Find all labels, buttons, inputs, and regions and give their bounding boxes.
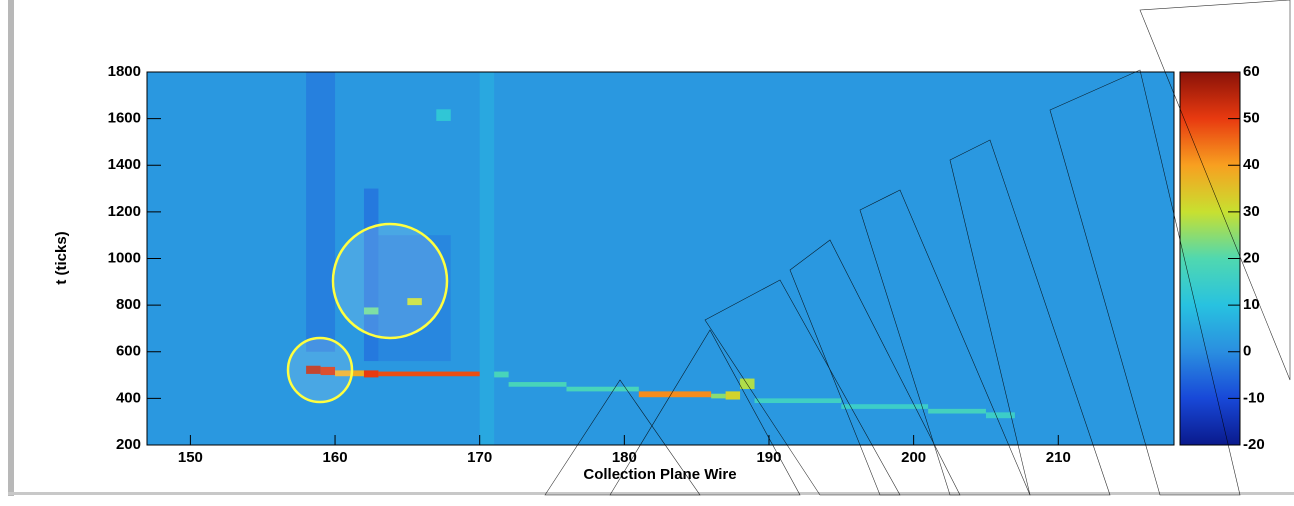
z-tick-label: 20 (1243, 249, 1260, 266)
highlight-circle (286, 336, 354, 404)
y-tick-label: 1200 (108, 203, 141, 220)
highlight-circle (331, 222, 449, 340)
cell (363, 188, 379, 362)
overlay-lines (544, 0, 1291, 496)
y-tick-label: 1000 (108, 249, 141, 266)
y-tick-label: 1600 (108, 110, 141, 127)
cell (725, 391, 741, 400)
y-tick-label: 600 (116, 343, 141, 360)
cell (320, 366, 336, 376)
cell (928, 408, 986, 414)
y-tick-label: 1400 (108, 156, 141, 173)
cell (363, 307, 379, 315)
cells (147, 72, 1174, 445)
z-tick-label: 50 (1243, 110, 1260, 127)
z-tick-label: 60 (1243, 63, 1260, 80)
cell (754, 398, 842, 404)
window-edge (8, 0, 14, 496)
cell (363, 370, 379, 378)
cell (407, 298, 422, 306)
cell (436, 109, 451, 121)
y-tick-label: 1800 (108, 63, 141, 80)
cell (638, 391, 712, 398)
x-axis-label: Collection Plane Wire (583, 466, 736, 483)
z-tick-label: -20 (1243, 436, 1265, 453)
y-tick-label: 800 (116, 296, 141, 313)
cell (306, 365, 321, 374)
cell (740, 378, 755, 390)
x-tick-label: 180 (612, 449, 637, 466)
cell (711, 393, 726, 399)
x-tick-label: 150 (178, 449, 203, 466)
x-tick-label: 160 (323, 449, 348, 466)
window-edge (8, 492, 1294, 495)
cell (841, 404, 929, 409)
y-tick-label: 400 (116, 389, 141, 406)
x-tick-label: 170 (467, 449, 492, 466)
y-tick-label: 200 (116, 436, 141, 453)
cell (566, 386, 639, 392)
cell (306, 72, 336, 352)
z-tick-label: 10 (1243, 296, 1260, 313)
y-axis-label: t (ticks) (53, 231, 70, 284)
cell (508, 382, 567, 387)
cell (335, 370, 364, 377)
z-tick-label: 30 (1243, 203, 1260, 220)
z-tick-label: -10 (1243, 389, 1265, 406)
x-tick-label: 210 (1046, 449, 1071, 466)
cell (985, 412, 1015, 419)
cell (378, 371, 480, 377)
z-tick-label: 40 (1243, 156, 1260, 173)
cell (479, 72, 495, 445)
cell (494, 371, 509, 378)
z-tick-label: 0 (1243, 343, 1251, 360)
x-tick-label: 190 (756, 449, 781, 466)
x-tick-label: 200 (901, 449, 926, 466)
